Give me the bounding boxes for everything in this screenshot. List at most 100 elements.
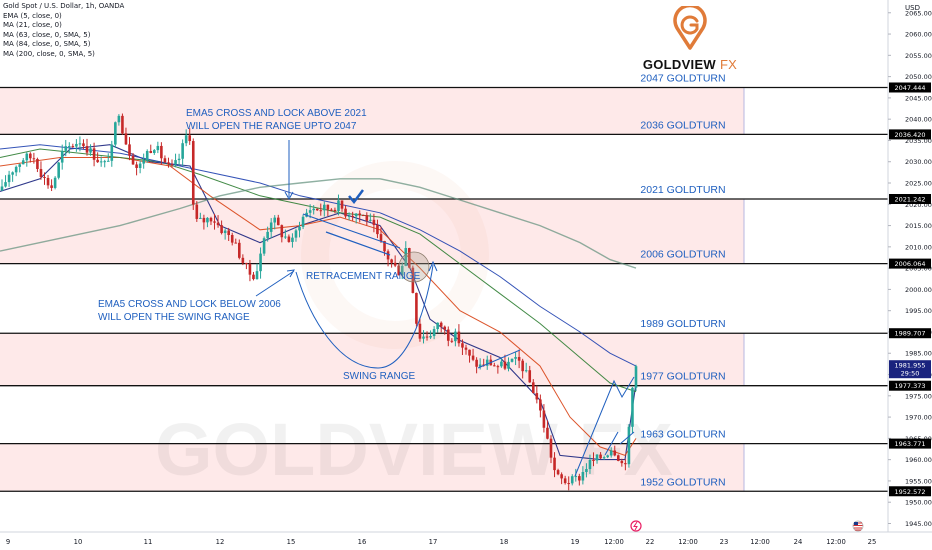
- candle[interactable]: [570, 476, 574, 484]
- candle[interactable]: [291, 237, 294, 242]
- candle[interactable]: [255, 271, 259, 280]
- candle[interactable]: [213, 221, 216, 223]
- candle[interactable]: [4, 182, 7, 187]
- candle[interactable]: [323, 204, 326, 211]
- candle[interactable]: [248, 263, 252, 275]
- candle[interactable]: [337, 200, 340, 212]
- candle[interactable]: [284, 236, 287, 238]
- candle[interactable]: [89, 148, 92, 153]
- candle[interactable]: [432, 329, 436, 337]
- candle[interactable]: [418, 323, 422, 339]
- candle[interactable]: [202, 217, 206, 223]
- candle[interactable]: [191, 141, 195, 205]
- candle[interactable]: [64, 146, 68, 151]
- event-icons[interactable]: [630, 520, 864, 532]
- candle[interactable]: [170, 164, 174, 166]
- candle[interactable]: [535, 393, 539, 400]
- candle[interactable]: [330, 209, 333, 211]
- candle[interactable]: [156, 145, 160, 151]
- candle[interactable]: [390, 259, 393, 263]
- candle[interactable]: [443, 326, 447, 330]
- candle[interactable]: [524, 370, 528, 372]
- candle[interactable]: [422, 336, 425, 339]
- candle[interactable]: [273, 217, 277, 223]
- candle[interactable]: [365, 215, 369, 221]
- candle[interactable]: [29, 153, 32, 159]
- candle[interactable]: [574, 476, 578, 478]
- candle[interactable]: [358, 213, 362, 216]
- candle[interactable]: [103, 161, 107, 163]
- candle[interactable]: [315, 208, 319, 211]
- candle[interactable]: [18, 164, 22, 167]
- candle[interactable]: [539, 399, 542, 411]
- candle[interactable]: [82, 143, 85, 147]
- candle[interactable]: [599, 454, 602, 459]
- candle[interactable]: [245, 262, 248, 264]
- candle[interactable]: [326, 204, 330, 210]
- candle[interactable]: [145, 151, 149, 161]
- candle[interactable]: [613, 450, 617, 456]
- candle[interactable]: [195, 204, 199, 219]
- candle[interactable]: [429, 336, 432, 338]
- candle[interactable]: [347, 215, 351, 217]
- candle[interactable]: [500, 361, 503, 367]
- candle[interactable]: [507, 361, 510, 369]
- candle[interactable]: [262, 238, 266, 254]
- candle[interactable]: [454, 331, 457, 342]
- candle[interactable]: [581, 471, 585, 481]
- candle[interactable]: [514, 357, 517, 359]
- candle[interactable]: [592, 459, 595, 461]
- candle[interactable]: [333, 209, 337, 212]
- candle[interactable]: [269, 222, 273, 232]
- candle[interactable]: [60, 150, 64, 163]
- candle[interactable]: [46, 177, 50, 186]
- candle[interactable]: [425, 336, 429, 338]
- candle[interactable]: [53, 177, 57, 188]
- candle[interactable]: [163, 158, 167, 163]
- candle[interactable]: [149, 151, 153, 153]
- candle[interactable]: [121, 115, 124, 134]
- candle[interactable]: [85, 146, 89, 153]
- candle[interactable]: [361, 215, 365, 217]
- candle[interactable]: [588, 459, 592, 470]
- candle[interactable]: [25, 153, 29, 161]
- candle[interactable]: [301, 216, 305, 227]
- candle[interactable]: [450, 340, 454, 342]
- candle[interactable]: [344, 208, 347, 217]
- candle[interactable]: [386, 251, 390, 260]
- candle[interactable]: [521, 360, 524, 372]
- candle[interactable]: [230, 235, 234, 243]
- candle[interactable]: [308, 210, 312, 213]
- candle[interactable]: [184, 135, 188, 144]
- candle[interactable]: [485, 359, 489, 366]
- candle[interactable]: [110, 144, 114, 161]
- candle[interactable]: [206, 217, 209, 223]
- candle[interactable]: [39, 168, 43, 177]
- candle[interactable]: [478, 364, 482, 367]
- candle[interactable]: [404, 248, 408, 266]
- candle[interactable]: [493, 365, 496, 367]
- candle[interactable]: [567, 483, 571, 485]
- candle[interactable]: [21, 160, 25, 165]
- candle[interactable]: [369, 219, 372, 221]
- candle[interactable]: [602, 457, 606, 459]
- candle[interactable]: [138, 163, 142, 168]
- candle[interactable]: [464, 347, 468, 350]
- candle[interactable]: [471, 355, 475, 360]
- candle[interactable]: [11, 172, 14, 175]
- indicator-ma21[interactable]: MA (21, close, 0): [3, 21, 62, 30]
- candle[interactable]: [606, 455, 609, 458]
- candle[interactable]: [241, 257, 245, 263]
- candle[interactable]: [312, 208, 315, 211]
- candle[interactable]: [287, 236, 291, 242]
- candle[interactable]: [517, 357, 521, 361]
- candle[interactable]: [340, 200, 344, 209]
- candle[interactable]: [71, 146, 75, 148]
- candle[interactable]: [227, 230, 230, 236]
- candle[interactable]: [436, 322, 439, 330]
- candle[interactable]: [503, 361, 507, 369]
- candle[interactable]: [397, 265, 400, 276]
- candle[interactable]: [131, 155, 135, 165]
- candle[interactable]: [153, 150, 156, 153]
